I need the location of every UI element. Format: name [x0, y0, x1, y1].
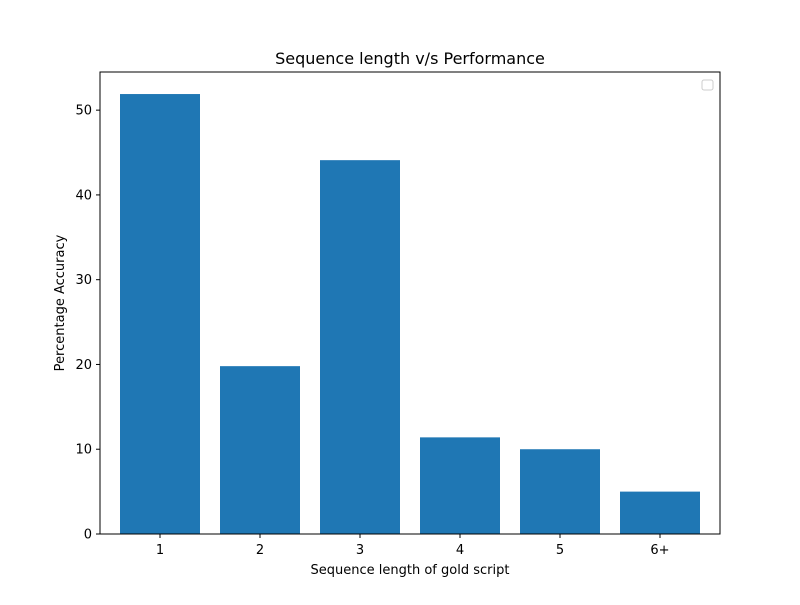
x-tick-label: 1 — [156, 543, 164, 558]
x-tick-label: 6+ — [650, 543, 669, 558]
bar-6+ — [620, 491, 700, 534]
x-tick-label: 2 — [256, 543, 264, 558]
x-tick-label: 4 — [456, 543, 464, 558]
x-axis-label: Sequence length of gold script — [311, 563, 510, 578]
x-tick-label: 3 — [356, 543, 364, 558]
bar-3 — [320, 160, 400, 534]
bar-4 — [420, 437, 500, 534]
legend-box — [701, 79, 714, 91]
x-axis: 1 2 3 4 5 6+ — [156, 534, 670, 558]
bar-2 — [220, 366, 300, 534]
y-axis: 0 10 20 30 40 50 — [75, 104, 100, 543]
plot-frame — [99, 71, 721, 535]
y-axis-label: Percentage Accuracy — [53, 234, 68, 371]
y-tick-label: 30 — [75, 273, 92, 288]
y-tick-label: 20 — [75, 358, 92, 373]
y-tick-label: 0 — [84, 528, 92, 543]
bar-1 — [120, 94, 200, 534]
chart-title: Sequence length v/s Performance — [275, 49, 545, 68]
y-tick-label: 10 — [75, 443, 92, 458]
y-tick-label: 50 — [75, 104, 92, 119]
x-tick-label: 5 — [556, 543, 564, 558]
bar-5 — [520, 449, 600, 534]
y-tick-label: 40 — [75, 188, 92, 203]
bars-group — [120, 94, 700, 534]
